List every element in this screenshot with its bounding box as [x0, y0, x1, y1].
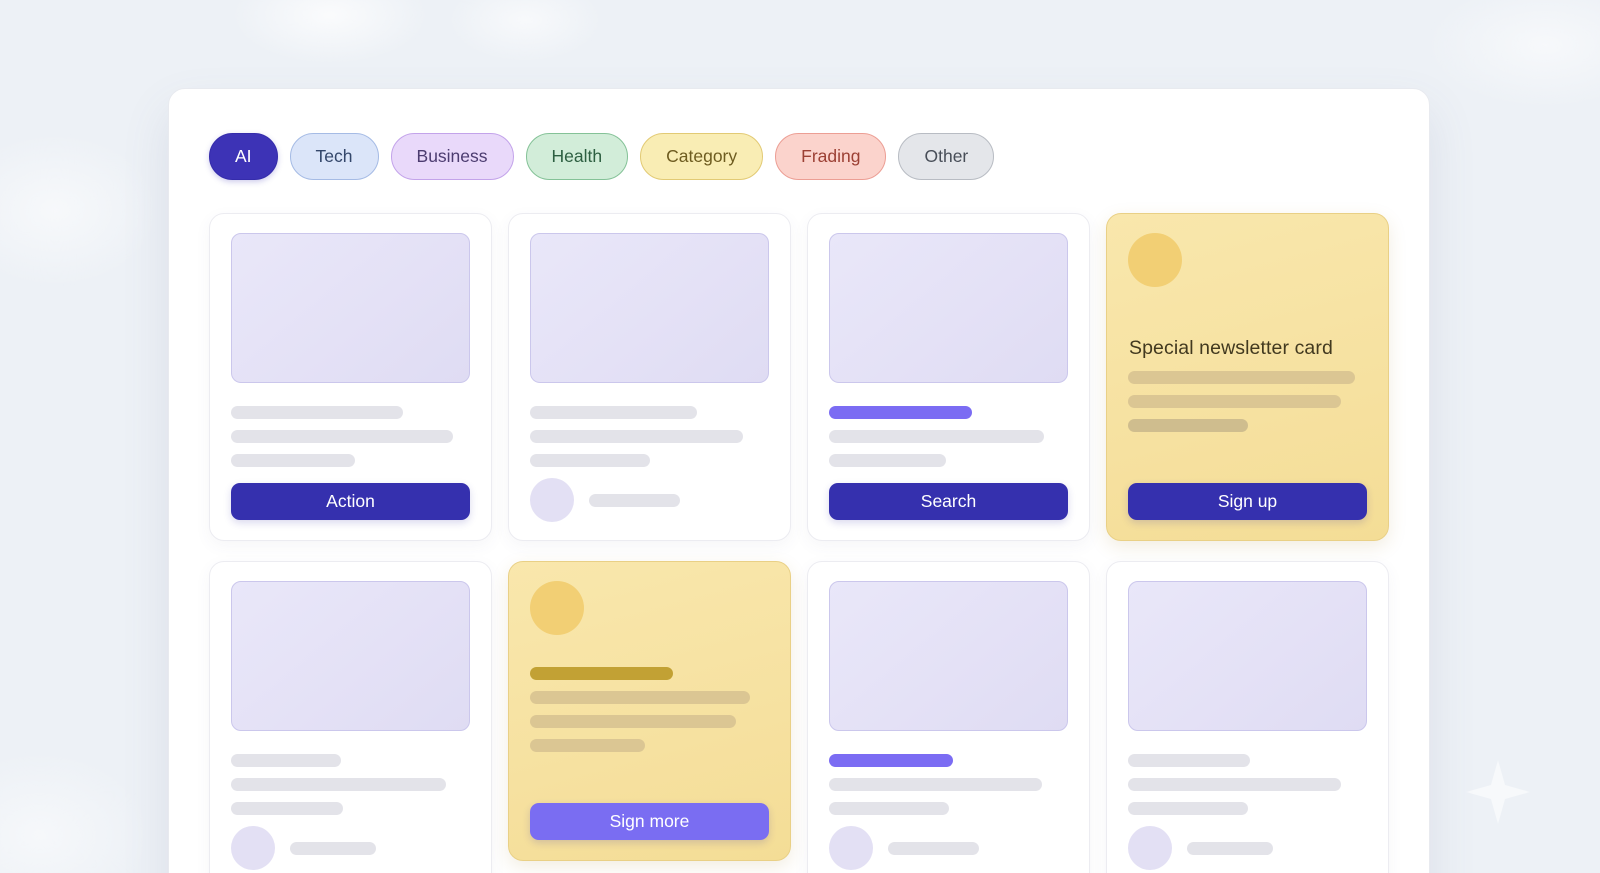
avatar: [1128, 826, 1172, 870]
skeleton-line: [589, 493, 680, 507]
action-button[interactable]: Action: [231, 483, 470, 520]
newsletter-circle-decoration: [1128, 233, 1182, 287]
skeleton-line: [1128, 802, 1248, 815]
skeleton-line: [530, 406, 698, 419]
media-placeholder: [231, 233, 470, 383]
filter-pill-other[interactable]: Other: [898, 133, 995, 180]
avatar: [530, 478, 574, 522]
avatar: [231, 826, 275, 870]
newsletter-title: Special newsletter card: [1129, 337, 1333, 359]
content-card: Action: [209, 213, 492, 541]
content-card: Search: [807, 213, 1090, 541]
skeleton-line: [888, 841, 979, 855]
newsletter-card: Special newsletter card Sign up: [1106, 213, 1389, 541]
avatar: [829, 826, 873, 870]
skeleton-line: [829, 754, 954, 767]
sparkle-decoration: [1466, 760, 1530, 824]
skeleton-line: [1128, 778, 1341, 791]
card-grid: Action Search Special newsletter card Sig…: [209, 213, 1389, 873]
search-button[interactable]: Search: [829, 483, 1068, 520]
media-placeholder: [829, 233, 1068, 383]
media-placeholder: [1128, 581, 1367, 731]
content-card: [508, 213, 791, 541]
author-row: [530, 478, 769, 524]
skeleton-line: [530, 667, 674, 680]
filter-pill-tech[interactable]: Tech: [289, 133, 379, 180]
skeleton-line: [829, 430, 1045, 443]
content-panel: AI Tech Business Health Category Frading…: [168, 88, 1430, 873]
skeleton-line: [1187, 841, 1274, 855]
content-card: [209, 561, 492, 873]
author-row: [829, 826, 1068, 872]
skeleton-line: [231, 754, 341, 767]
content-card: [807, 561, 1090, 873]
skeleton-line: [1128, 395, 1341, 408]
filter-pill-category[interactable]: Category: [640, 133, 764, 180]
skeleton-line: [1128, 754, 1250, 767]
sign-more-button[interactable]: Sign more: [530, 803, 769, 840]
skeleton-line: [231, 454, 356, 467]
author-row: [1128, 826, 1367, 872]
skeleton-line: [829, 802, 949, 815]
skeleton-line: [231, 778, 447, 791]
skeleton-line: [530, 739, 645, 752]
filter-pill-health[interactable]: Health: [525, 133, 629, 180]
filter-pill-business[interactable]: Business: [390, 133, 514, 180]
skeleton-line: [829, 406, 973, 419]
filter-bar: AI Tech Business Health Category Frading…: [209, 133, 1389, 180]
skeleton-line: [231, 802, 344, 815]
skeleton-line: [530, 454, 650, 467]
newsletter-circle-decoration: [530, 581, 584, 635]
skeleton-line: [231, 406, 404, 419]
media-placeholder: [231, 581, 470, 731]
author-row: [231, 826, 470, 872]
skeleton-line: [1128, 419, 1248, 432]
skeleton-line: [530, 691, 750, 704]
skeleton-line: [530, 430, 743, 443]
filter-pill-ai[interactable]: AI: [209, 133, 278, 180]
skeleton-line: [290, 841, 377, 855]
content-card: [1106, 561, 1389, 873]
skeleton-line: [829, 778, 1042, 791]
skeleton-line: [829, 454, 947, 467]
media-placeholder: [530, 233, 769, 383]
skeleton-line: [231, 430, 454, 443]
newsletter-card: Sign more: [508, 561, 791, 861]
filter-pill-frading[interactable]: Frading: [775, 133, 887, 180]
sign-up-button[interactable]: Sign up: [1128, 483, 1367, 520]
skeleton-line: [530, 715, 736, 728]
media-placeholder: [829, 581, 1068, 731]
skeleton-line: [1128, 371, 1356, 384]
